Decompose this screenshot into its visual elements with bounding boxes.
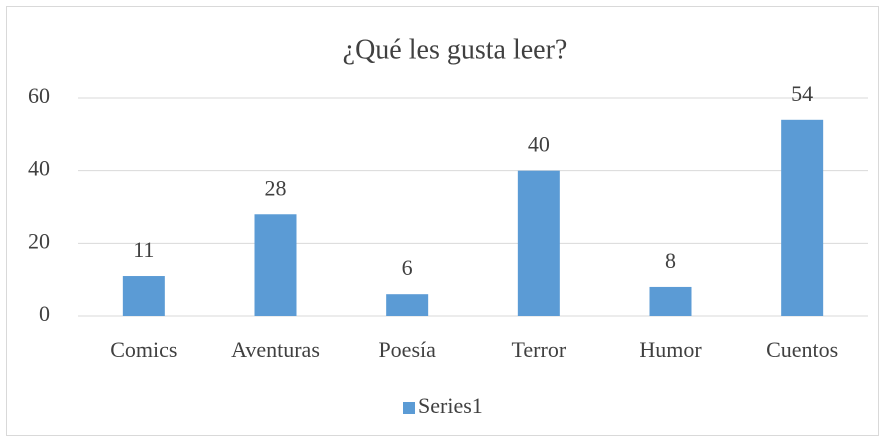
bar (386, 294, 429, 316)
x-tick-label: Humor (639, 337, 702, 362)
data-label: 54 (791, 81, 813, 106)
y-tick-label: 0 (39, 301, 50, 326)
chart-title: ¿Qué les gusta leer? (343, 34, 568, 65)
data-label: 11 (133, 237, 154, 262)
bar (517, 170, 560, 316)
data-label: 40 (528, 132, 550, 157)
bar (781, 119, 824, 316)
y-tick-label: 60 (28, 83, 50, 108)
x-tick-label: Comics (110, 337, 177, 362)
legend-swatch (403, 402, 415, 414)
data-label: 8 (665, 248, 676, 273)
x-tick-label: Terror (512, 337, 567, 362)
legend-label: Series1 (418, 393, 483, 418)
data-label: 28 (265, 175, 287, 200)
x-tick-label: Poesía (378, 337, 436, 362)
chart-border (6, 6, 879, 436)
x-tick-label: Cuentos (766, 337, 838, 362)
bar (649, 286, 692, 316)
x-tick-label: Aventuras (231, 337, 320, 362)
data-label: 6 (402, 255, 413, 280)
bar (122, 276, 165, 316)
bar (254, 214, 297, 316)
y-tick-label: 20 (28, 228, 50, 253)
y-tick-label: 40 (28, 156, 50, 181)
